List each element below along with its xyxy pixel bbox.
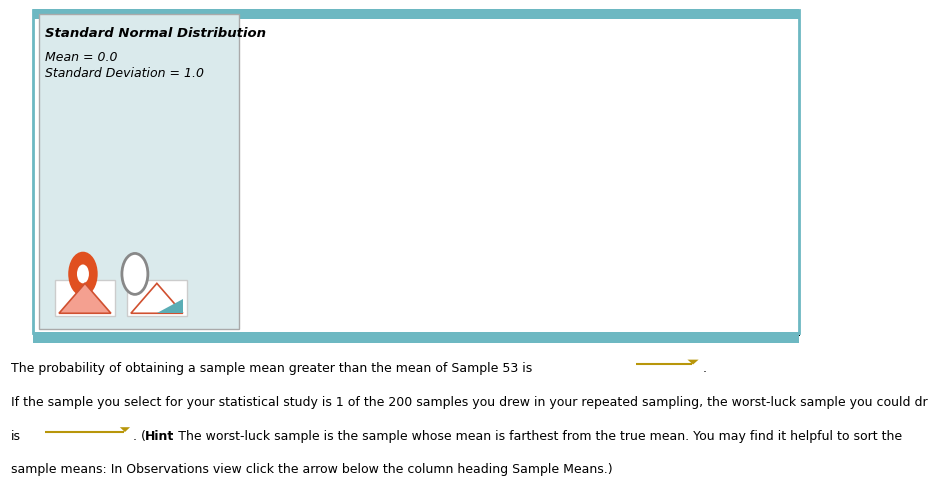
Text: .: . [702, 362, 705, 375]
Polygon shape [687, 360, 698, 364]
Circle shape [77, 264, 89, 283]
FancyBboxPatch shape [55, 280, 115, 316]
Text: . (: . ( [133, 430, 146, 443]
Text: sample means: In Observations view click the arrow below the column heading Samp: sample means: In Observations view click… [11, 463, 612, 476]
Polygon shape [59, 283, 110, 313]
Text: If the sample you select for your statistical study is 1 of the 200 samples you : If the sample you select for your statis… [11, 396, 928, 409]
Text: Standard Deviation = 1.0: Standard Deviation = 1.0 [45, 67, 203, 80]
Polygon shape [131, 283, 183, 313]
Text: Standard Normal Distribution: Standard Normal Distribution [45, 27, 265, 40]
Text: Mean = 0.0: Mean = 0.0 [45, 51, 117, 64]
Polygon shape [157, 299, 183, 313]
Text: Hint: Hint [145, 430, 174, 443]
FancyBboxPatch shape [127, 280, 187, 316]
Text: z: z [793, 326, 800, 339]
Text: : The worst-luck sample is the sample whose mean is farthest from the true mean.: : The worst-luck sample is the sample wh… [170, 430, 901, 443]
Text: is: is [11, 430, 21, 443]
Circle shape [70, 253, 96, 295]
Circle shape [122, 253, 148, 295]
Text: The probability of obtaining a sample mean greater than the mean of Sample 53 is: The probability of obtaining a sample me… [11, 362, 532, 375]
Polygon shape [120, 427, 130, 432]
